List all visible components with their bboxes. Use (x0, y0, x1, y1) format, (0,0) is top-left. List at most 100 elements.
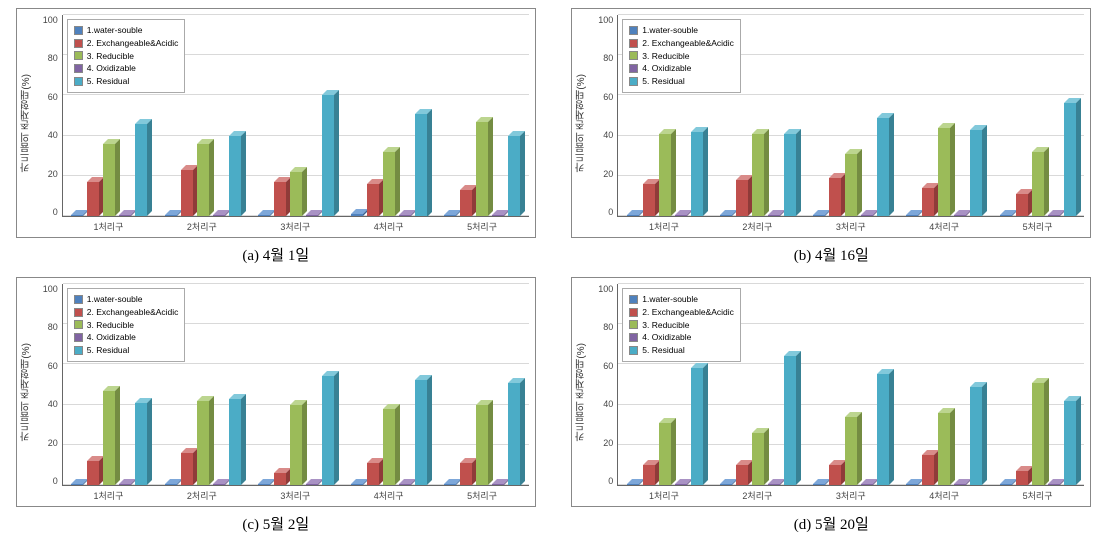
legend-item: 2. Exchangeable&Acidic (74, 306, 179, 319)
legend: 1.water-souble2. Exchangeable&Acidic3. R… (622, 19, 741, 93)
bar (476, 405, 488, 485)
chart-panel-c: 카드뮴의 존재형태(%)1008060402001.water-souble2.… (8, 277, 544, 534)
x-tick-label: 1처리구 (62, 489, 155, 502)
y-axis-label: 카드뮴의 존재형태(%) (572, 343, 591, 441)
y-tick-label: 0 (608, 207, 613, 217)
bar (415, 380, 427, 485)
legend: 1.water-souble2. Exchangeable&Acidic3. R… (67, 288, 186, 362)
bar-group (342, 15, 435, 216)
bar (290, 405, 302, 485)
legend-label: 4. Oxidizable (642, 62, 691, 75)
bar (768, 484, 780, 485)
x-tick-label: 5처리구 (435, 489, 528, 502)
bar (87, 182, 99, 216)
x-tick-label: 4처리구 (342, 220, 435, 233)
bar-group (249, 284, 342, 485)
x-tick-label: 5처리구 (435, 220, 528, 233)
legend-label: 5. Residual (87, 344, 130, 357)
x-ticks: 1처리구2처리구3처리구4처리구5처리구 (617, 486, 1084, 502)
y-tick-label: 40 (48, 130, 58, 140)
x-tick-label: 2처리구 (711, 220, 804, 233)
bar (119, 215, 131, 216)
legend-swatch (74, 26, 83, 35)
legend-item: 5. Residual (629, 75, 734, 88)
legend-swatch (629, 346, 638, 355)
y-tick-label: 20 (48, 169, 58, 179)
bar (954, 215, 966, 216)
x-tick-label: 4처리구 (342, 489, 435, 502)
legend-swatch (629, 333, 638, 342)
x-tick-label: 4처리구 (897, 220, 990, 233)
legend-label: 1.water-souble (87, 24, 143, 37)
bar (306, 484, 318, 485)
plot-area: 1.water-souble2. Exchangeable&Acidic3. R… (62, 284, 529, 486)
legend-swatch (74, 308, 83, 317)
bar (1064, 103, 1076, 216)
bar-group (898, 284, 991, 485)
legend-item: 4. Oxidizable (629, 331, 734, 344)
bar-group (991, 15, 1084, 216)
chart-frame: 카드뮴의 존재형태(%)1008060402001.water-souble2.… (571, 8, 1091, 238)
bar-group (249, 15, 342, 216)
bar (508, 383, 520, 486)
x-tick-label: 3처리구 (249, 220, 342, 233)
bar (1016, 471, 1028, 485)
chart-frame: 카드뮴의 존재형태(%)1008060402001.water-souble2.… (16, 277, 536, 507)
panel-grid: 카드뮴의 존재형태(%)1008060402001.water-souble2.… (8, 8, 1099, 534)
legend-swatch (629, 320, 638, 329)
plot-row: 1008060402001.water-souble2. Exchangeabl… (38, 15, 529, 217)
plot-wrap: 1008060402001.water-souble2. Exchangeabl… (36, 278, 535, 506)
bar (1000, 215, 1012, 216)
legend-label: 5. Residual (642, 75, 685, 88)
bar (258, 484, 270, 485)
x-tick-label: 3처리구 (249, 489, 342, 502)
x-tick-label: 3처리구 (804, 489, 897, 502)
x-tick-label: 3처리구 (804, 220, 897, 233)
bar (877, 374, 889, 485)
bar (351, 484, 363, 485)
legend-swatch (629, 295, 638, 304)
bar (87, 461, 99, 485)
bar (197, 401, 209, 485)
bar (970, 387, 982, 485)
bar (643, 465, 655, 485)
y-tick-label: 20 (603, 438, 613, 448)
y-tick-label: 100 (598, 15, 613, 25)
legend-item: 3. Reducible (74, 319, 179, 332)
y-tick-label: 0 (53, 476, 58, 486)
bar (71, 484, 83, 485)
bar (229, 136, 241, 216)
bar (165, 215, 177, 216)
y-axis-label: 카드뮴의 존재형태(%) (17, 74, 36, 172)
bar (229, 399, 241, 485)
bar (861, 484, 873, 485)
bar (415, 114, 427, 217)
bar (181, 453, 193, 485)
legend-swatch (74, 320, 83, 329)
bar (720, 215, 732, 216)
x-ticks: 1처리구2처리구3처리구4처리구5처리구 (62, 486, 529, 502)
y-tick-label: 40 (603, 130, 613, 140)
x-tick-label: 2처리구 (155, 489, 248, 502)
y-axis-label: 카드뮴의 존재형태(%) (572, 74, 591, 172)
bar-group (342, 284, 435, 485)
legend-label: 4. Oxidizable (87, 62, 136, 75)
legend-item: 3. Reducible (74, 50, 179, 63)
legend-item: 1.water-souble (74, 24, 179, 37)
bar (784, 134, 796, 216)
y-tick-label: 20 (48, 438, 58, 448)
bar (135, 124, 147, 216)
plot-area: 1.water-souble2. Exchangeable&Acidic3. R… (617, 15, 1084, 217)
bar (813, 215, 825, 216)
legend-swatch (74, 39, 83, 48)
chart-frame: 카드뮴의 존재형태(%)1008060402001.water-souble2.… (16, 8, 536, 238)
bar (367, 184, 379, 216)
bar (274, 473, 286, 485)
bar (383, 152, 395, 216)
legend-swatch (74, 333, 83, 342)
legend-label: 1.water-souble (642, 293, 698, 306)
bar (922, 455, 934, 485)
bar (103, 144, 115, 216)
plot-area: 1.water-souble2. Exchangeable&Acidic3. R… (617, 284, 1084, 486)
legend-label: 4. Oxidizable (642, 331, 691, 344)
